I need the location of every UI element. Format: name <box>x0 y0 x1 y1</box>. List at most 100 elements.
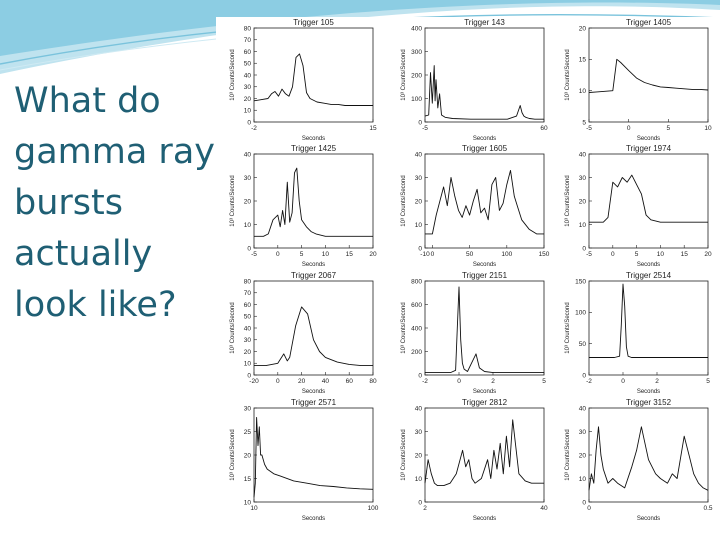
plot-frame <box>424 153 545 249</box>
y-tick-label: 40 <box>415 405 423 412</box>
plot-frame <box>424 407 545 503</box>
y-axis-label: 10³ Counts/Second <box>565 429 571 480</box>
y-tick-label: 60 <box>244 302 252 309</box>
x-tick-label: -2 <box>422 378 428 385</box>
y-axis-label: 10³ Counts/Second <box>565 302 571 353</box>
y-tick-label: 15 <box>579 57 587 64</box>
plot-frame <box>588 153 709 249</box>
light-curve-line <box>424 65 544 120</box>
x-tick-label: 0 <box>627 125 631 132</box>
y-tick-label: 600 <box>411 302 422 309</box>
x-tick-label: 0 <box>276 378 280 385</box>
x-axis-label: Seconds <box>302 136 325 142</box>
light-curve-line <box>425 169 544 235</box>
plot-frame <box>424 27 545 123</box>
light-curve-line <box>254 167 373 237</box>
y-tick-label: 0 <box>418 119 422 126</box>
light-curve-line <box>253 53 373 106</box>
panel-title: Trigger 1974 <box>626 144 672 153</box>
light-curve-panel: Trigger 2571 10 15 20 25 30 10 100 Seconds 10³ Co… <box>230 398 379 522</box>
plot-frame <box>253 280 374 376</box>
x-tick-label: 20 <box>704 251 712 258</box>
panel-title: Trigger 2812 <box>462 398 508 407</box>
y-tick-label: 15 <box>244 476 252 483</box>
y-tick-label: 0 <box>582 245 586 252</box>
plot-frame <box>588 27 709 123</box>
panel-title: Trigger 1605 <box>462 144 508 153</box>
y-axis-label: 10³ Counts/Second <box>401 49 407 100</box>
light-curve-panel: Trigger 2812 0 10 20 30 40 2 40 Seconds 10³ Count… <box>401 398 548 522</box>
x-axis-label: Seconds <box>302 389 325 395</box>
x-tick-label: 0 <box>457 378 461 385</box>
y-tick-label: 100 <box>575 310 586 317</box>
x-axis-label: Seconds <box>473 389 496 395</box>
x-tick-label: -5 <box>586 251 592 258</box>
x-tick-label: 10 <box>657 251 665 258</box>
plot-frame <box>588 407 709 503</box>
x-tick-label: 40 <box>540 505 548 512</box>
panel-title: Trigger 143 <box>464 18 505 27</box>
y-axis-label: 10³ Counts/Second <box>565 49 571 100</box>
y-tick-label: 20 <box>244 96 252 103</box>
y-tick-label: 300 <box>411 49 422 56</box>
y-tick-label: 30 <box>244 405 252 412</box>
x-axis-label: Seconds <box>473 262 496 268</box>
x-tick-label: 5 <box>667 125 671 132</box>
panel-title: Trigger 2571 <box>291 398 337 407</box>
y-axis-label: 10³ Counts/Second <box>230 429 236 480</box>
y-tick-label: 40 <box>415 151 423 158</box>
x-axis-label: Seconds <box>302 516 325 522</box>
plot-frame <box>253 27 374 123</box>
x-tick-label: 2 <box>655 378 659 385</box>
y-tick-label: 80 <box>244 278 252 285</box>
y-tick-label: 40 <box>244 72 252 79</box>
panel-title: Trigger 1425 <box>291 144 337 153</box>
x-tick-label: -20 <box>249 378 259 385</box>
x-tick-label: 20 <box>298 378 306 385</box>
x-axis-label: Seconds <box>302 262 325 268</box>
y-tick-label: 50 <box>579 341 587 348</box>
light-curve-line <box>425 286 544 374</box>
y-tick-label: 40 <box>579 405 587 412</box>
y-tick-label: 0 <box>247 119 251 126</box>
y-tick-label: 40 <box>244 325 252 332</box>
y-tick-label: 40 <box>244 151 252 158</box>
plot-frame <box>424 280 545 376</box>
light-curve-line <box>588 426 709 491</box>
x-tick-label: -10 <box>420 251 430 258</box>
y-tick-label: 10 <box>415 476 423 483</box>
y-tick-label: 80 <box>244 25 252 32</box>
x-axis-label: Seconds <box>473 516 496 522</box>
panel-title: Trigger 2151 <box>462 271 508 280</box>
y-tick-label: 30 <box>244 84 252 91</box>
x-tick-label: 0 <box>621 378 625 385</box>
y-tick-label: 800 <box>411 278 422 285</box>
light-curve-panel: Trigger 105 0 10 20 30 40 50 60 70 80 -2 15 Seconds 1… <box>230 18 377 142</box>
y-tick-label: 20 <box>579 452 587 459</box>
plot-frame <box>588 280 709 376</box>
y-axis-label: 10³ Counts/Second <box>230 175 236 226</box>
x-tick-label: 60 <box>540 125 548 132</box>
y-tick-label: 30 <box>579 429 587 436</box>
y-tick-label: 30 <box>244 337 252 344</box>
slide-title: What do gamma ray bursts actually look l… <box>14 81 215 325</box>
y-tick-label: 0 <box>582 499 586 506</box>
x-tick-label: 100 <box>501 251 512 258</box>
y-tick-label: 10 <box>244 499 252 506</box>
y-tick-label: 200 <box>411 72 422 79</box>
x-tick-label: 10 <box>250 505 258 512</box>
y-tick-label: 10 <box>244 361 252 368</box>
x-tick-label: 80 <box>369 378 377 385</box>
x-tick-label: 0 <box>587 505 591 512</box>
y-tick-label: 20 <box>579 25 587 32</box>
y-tick-label: 20 <box>244 198 252 205</box>
x-tick-label: 0 <box>431 251 435 258</box>
y-tick-label: 5 <box>582 119 586 126</box>
y-tick-label: 10 <box>415 222 423 229</box>
y-tick-label: 0 <box>418 372 422 379</box>
y-axis-label: 10³ Counts/Second <box>401 429 407 480</box>
plot-frame <box>253 407 374 503</box>
